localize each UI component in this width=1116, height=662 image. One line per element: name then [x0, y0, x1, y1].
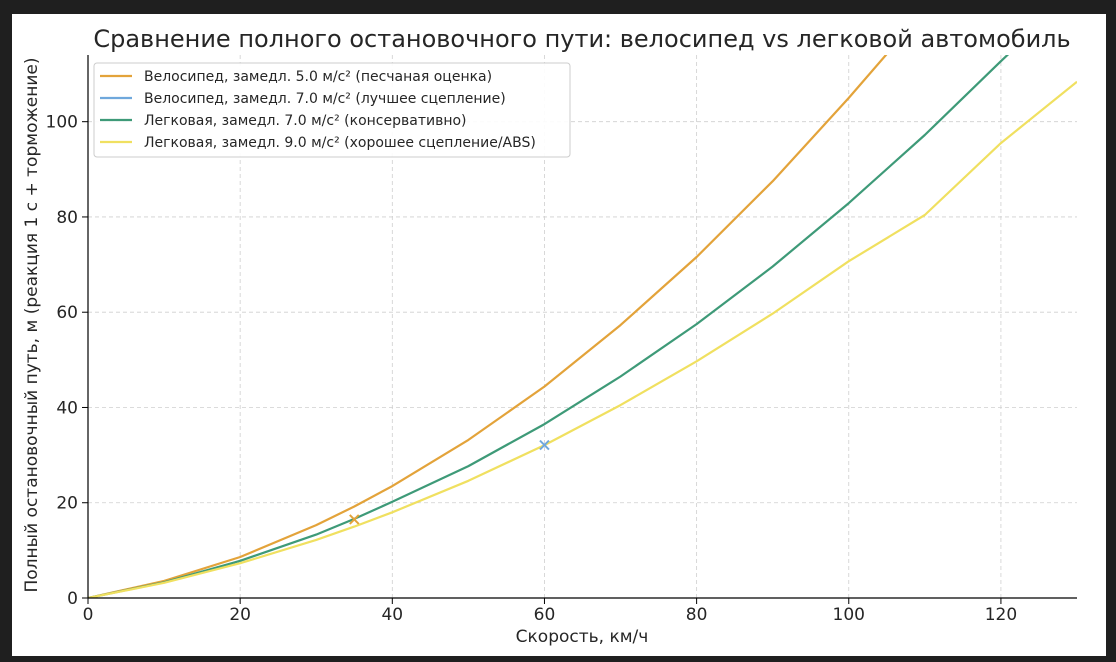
y-tick-label: 40 — [56, 398, 78, 418]
y-axis-label: Полный остановочный путь, м (реакция 1 с… — [22, 58, 42, 593]
y-tick-label: 0 — [67, 589, 78, 609]
x-tick-label: 120 — [985, 605, 1017, 625]
x-tick-label: 100 — [833, 605, 865, 625]
series-line-0 — [88, 55, 888, 598]
series-line-3 — [88, 80, 1077, 598]
x-tick-label: 80 — [686, 605, 708, 625]
chart-title: Сравнение полного остановочного пути: ве… — [93, 25, 1070, 53]
point-markers — [349, 439, 550, 525]
x-tick-label: 40 — [381, 605, 403, 625]
x-tick-label: 20 — [229, 605, 251, 625]
legend-box — [93, 62, 571, 158]
series-line-2 — [88, 55, 1010, 598]
legend-label-0: Велосипед, замедл. 5.0 м/с² (песчаная оц… — [144, 69, 492, 85]
legend-label-3: Легковая, замедл. 9.0 м/с² (хорошее сцеп… — [144, 135, 536, 151]
marker-x-0 — [349, 514, 360, 525]
y-tick-label: 100 — [46, 113, 78, 133]
axes — [87, 55, 1077, 599]
legend-label-2: Легковая, замедл. 7.0 м/с² (консервативн… — [144, 113, 467, 129]
legend: Велосипед, замедл. 5.0 м/с² (песчаная оц… — [93, 62, 571, 158]
legend-label-1: Велосипед, замедл. 7.0 м/с² (лучшее сцеп… — [144, 91, 506, 107]
ticks: 0 20 40 60 80 100 120 0 20 40 60 80 100 — [46, 113, 1018, 625]
y-tick-label: 20 — [56, 494, 78, 514]
chart-frame: Сравнение полного остановочного пути: ве… — [12, 14, 1106, 656]
y-tick-label: 80 — [56, 208, 78, 228]
x-axis-label: Скорость, км/ч — [516, 627, 649, 647]
y-tick-label: 60 — [56, 303, 78, 323]
x-tick-label: 0 — [83, 605, 94, 625]
x-tick-label: 60 — [534, 605, 556, 625]
stopping-distance-chart: Сравнение полного остановочного пути: ве… — [22, 25, 1077, 647]
marker-x-1 — [539, 439, 550, 451]
